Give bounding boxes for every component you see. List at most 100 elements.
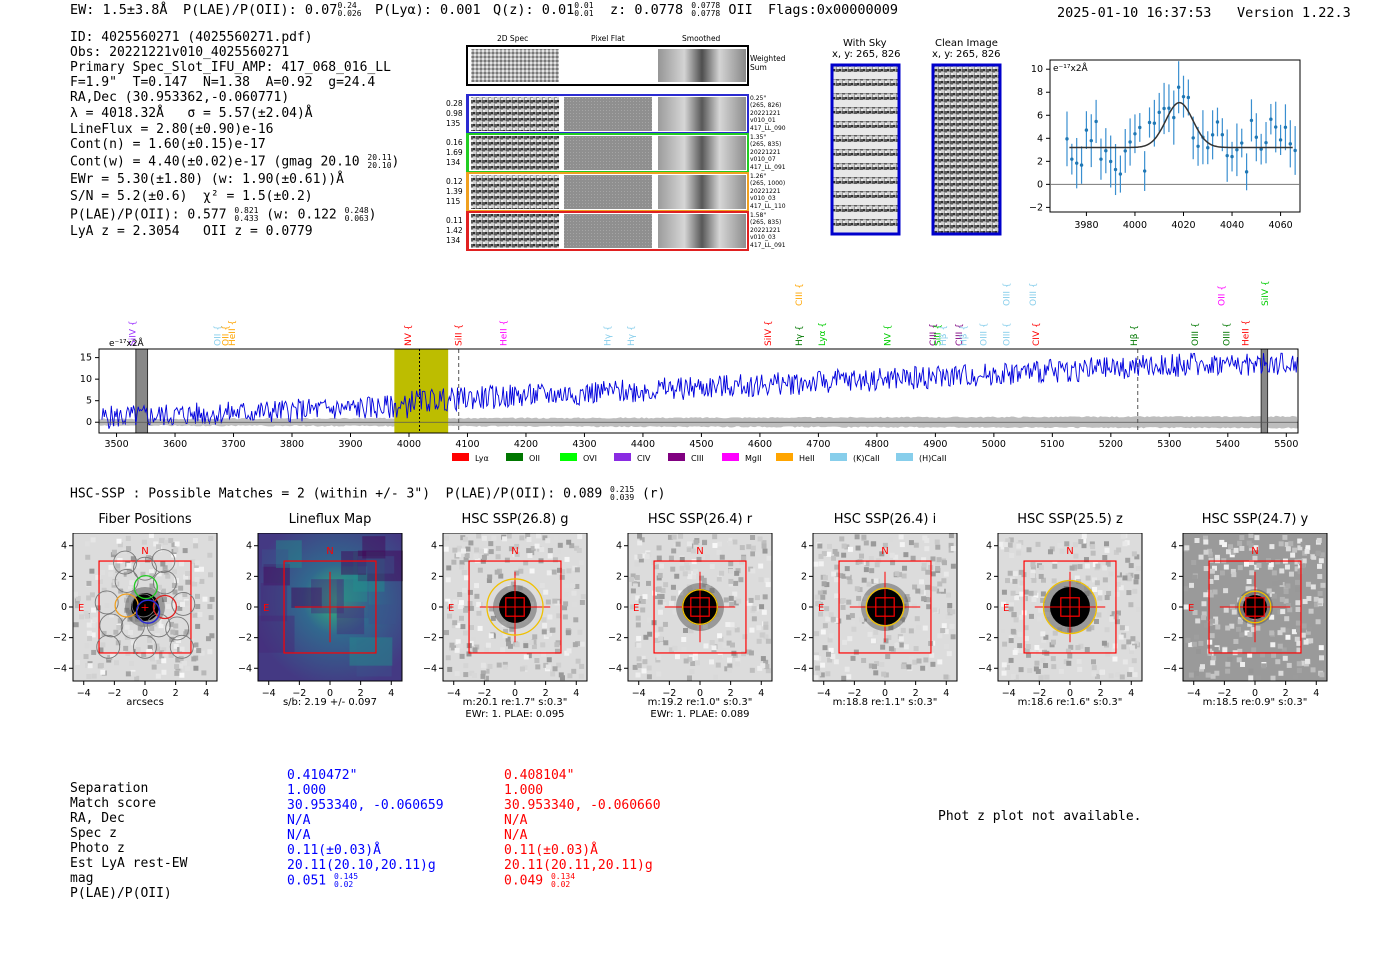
match-red-value-3: N/A bbox=[504, 813, 528, 828]
hsc-noise-pixel bbox=[569, 543, 575, 549]
hsc-noise-pixel bbox=[682, 571, 688, 577]
fiber-2d-1 bbox=[471, 97, 559, 131]
hsc-noise-pixel bbox=[636, 656, 642, 662]
compass-north-0: N bbox=[141, 546, 148, 557]
hsc-noise-pixel bbox=[705, 554, 711, 560]
hsc-noise-pixel bbox=[539, 668, 545, 674]
hsc-xtick-label-1-4: 4 bbox=[388, 688, 394, 699]
hsc-noise-pixel bbox=[1240, 661, 1246, 667]
hsc-noise-pixel bbox=[156, 571, 162, 577]
hsc-noise-pixel bbox=[98, 579, 104, 585]
hsc-noise-pixel bbox=[818, 611, 824, 617]
hsc-noise-pixel bbox=[475, 605, 481, 611]
hsc-noise-pixel bbox=[1194, 634, 1200, 640]
fiber-info-date-3: 20221221 bbox=[750, 188, 781, 195]
hsc-noise-pixel bbox=[1310, 667, 1316, 673]
hsc-noise-pixel bbox=[1050, 656, 1056, 662]
hsc-noise-pixel bbox=[1291, 629, 1297, 635]
sky-images bbox=[830, 63, 1002, 236]
hsc-noise-pixel bbox=[929, 652, 935, 658]
spec-legend-swatch-6 bbox=[776, 453, 793, 461]
hsc-noise-pixel bbox=[134, 563, 140, 569]
hsc-noise-pixel bbox=[756, 638, 762, 644]
hsc-noise-pixel bbox=[943, 629, 949, 635]
hsc-noise-pixel bbox=[556, 548, 562, 554]
lineflux-blob bbox=[356, 639, 392, 677]
hsc-noise-pixel bbox=[469, 670, 475, 676]
hsc-noise-pixel bbox=[194, 566, 200, 572]
hsc-noise-pixel bbox=[502, 661, 508, 667]
hsc-noise-pixel bbox=[1133, 640, 1139, 646]
hsc-noise-pixel bbox=[654, 594, 660, 600]
hsc-noise-pixel bbox=[692, 652, 698, 658]
hsc-noise-pixel bbox=[1034, 644, 1040, 650]
hsc-xtick-label-5-4: 4 bbox=[1128, 688, 1134, 699]
hsc-panel-title-3: HSC SSP(26.4) r bbox=[647, 512, 753, 527]
hsc-noise-pixel bbox=[728, 578, 734, 584]
hsc-noise-pixel bbox=[1284, 542, 1290, 548]
hsc-noise-pixel bbox=[729, 601, 735, 607]
hsc-noise-pixel bbox=[763, 659, 769, 665]
hsc-noise-pixel bbox=[851, 626, 857, 632]
hsc-noise-pixel bbox=[1115, 610, 1121, 616]
hsc-noise-pixel bbox=[507, 643, 513, 649]
hsc-noise-pixel bbox=[477, 567, 483, 573]
hsc-noise-pixel bbox=[635, 595, 641, 601]
hsc-noise-pixel bbox=[183, 574, 189, 580]
hsc-noise-pixel bbox=[572, 565, 578, 571]
hsc-noise-pixel bbox=[460, 624, 466, 630]
hsc-noise-pixel bbox=[1114, 619, 1120, 625]
hsc-noise-pixel bbox=[160, 561, 166, 567]
hsc-noise-pixel bbox=[1249, 570, 1255, 576]
hsc-noise-pixel bbox=[488, 541, 494, 547]
fiber-circle bbox=[94, 590, 119, 615]
fiber-flat-2 bbox=[564, 136, 652, 170]
hsc-noise-pixel bbox=[1126, 576, 1132, 582]
hsc-noise-pixel bbox=[711, 645, 717, 651]
hsc-noise-pixel bbox=[692, 568, 698, 574]
fiber-weight-w3-3: 115 bbox=[446, 197, 461, 206]
hsc-noise-pixel bbox=[461, 570, 467, 576]
header-plae-range: 0.24 0.026 bbox=[337, 2, 361, 18]
hsc-noise-pixel bbox=[576, 547, 582, 553]
match-blue-value-3: N/A bbox=[287, 813, 311, 828]
hsc-noise-pixel bbox=[147, 635, 153, 641]
hsc-noise-pixel bbox=[461, 587, 467, 593]
hsc-noise-pixel bbox=[86, 674, 92, 680]
hsc-noise-pixel bbox=[107, 655, 113, 661]
hsc-noise-pixel bbox=[1318, 645, 1324, 651]
hsc-noise-pixel bbox=[1010, 674, 1016, 680]
hsc-noise-pixel bbox=[1008, 537, 1014, 543]
hsc-noise-pixel bbox=[75, 659, 81, 665]
hsc-noise-pixel bbox=[1122, 575, 1128, 581]
hsc-xtick-label-4-2: 0 bbox=[882, 688, 888, 699]
hsc-noise-pixel bbox=[822, 645, 828, 651]
spec-line-label-16: Hβ { bbox=[939, 325, 949, 346]
hsc-noise-pixel bbox=[871, 664, 877, 670]
hsc-noise-pixel bbox=[208, 535, 214, 541]
lineflux-blob bbox=[349, 637, 393, 666]
hsc-noise-pixel bbox=[463, 575, 469, 581]
spec-legend-label-8: (H)CaII bbox=[919, 454, 946, 463]
spec-line-label-0: SiIV { bbox=[128, 320, 138, 346]
hsc-noise-pixel bbox=[191, 656, 197, 662]
hsc-noise-pixel bbox=[552, 666, 558, 672]
lineflux-blob bbox=[275, 540, 302, 568]
hsc-xtick-label-5-2: 0 bbox=[1067, 688, 1073, 699]
fiber-weight-w3-2: 134 bbox=[446, 158, 461, 167]
hsc-noise-pixel bbox=[165, 604, 171, 610]
hsc-noise-pixel bbox=[114, 660, 120, 666]
hsc-noise-pixel bbox=[562, 614, 568, 620]
zoom-point bbox=[1235, 148, 1239, 152]
hsc-noise-pixel bbox=[898, 642, 904, 648]
zoom-point bbox=[1274, 125, 1278, 129]
hsc-noise-pixel bbox=[1269, 544, 1275, 550]
hsc-noise-pixel bbox=[639, 537, 645, 543]
match-label-5: Est LyA rest-EW bbox=[70, 856, 188, 871]
hsc-noise-pixel bbox=[912, 659, 918, 665]
fiber-circle bbox=[133, 556, 157, 581]
hsc-panel-title-1: Lineflux Map bbox=[288, 512, 372, 527]
hsc-noise-pixel bbox=[1275, 559, 1281, 565]
hsc-noise-pixel bbox=[1203, 566, 1209, 572]
